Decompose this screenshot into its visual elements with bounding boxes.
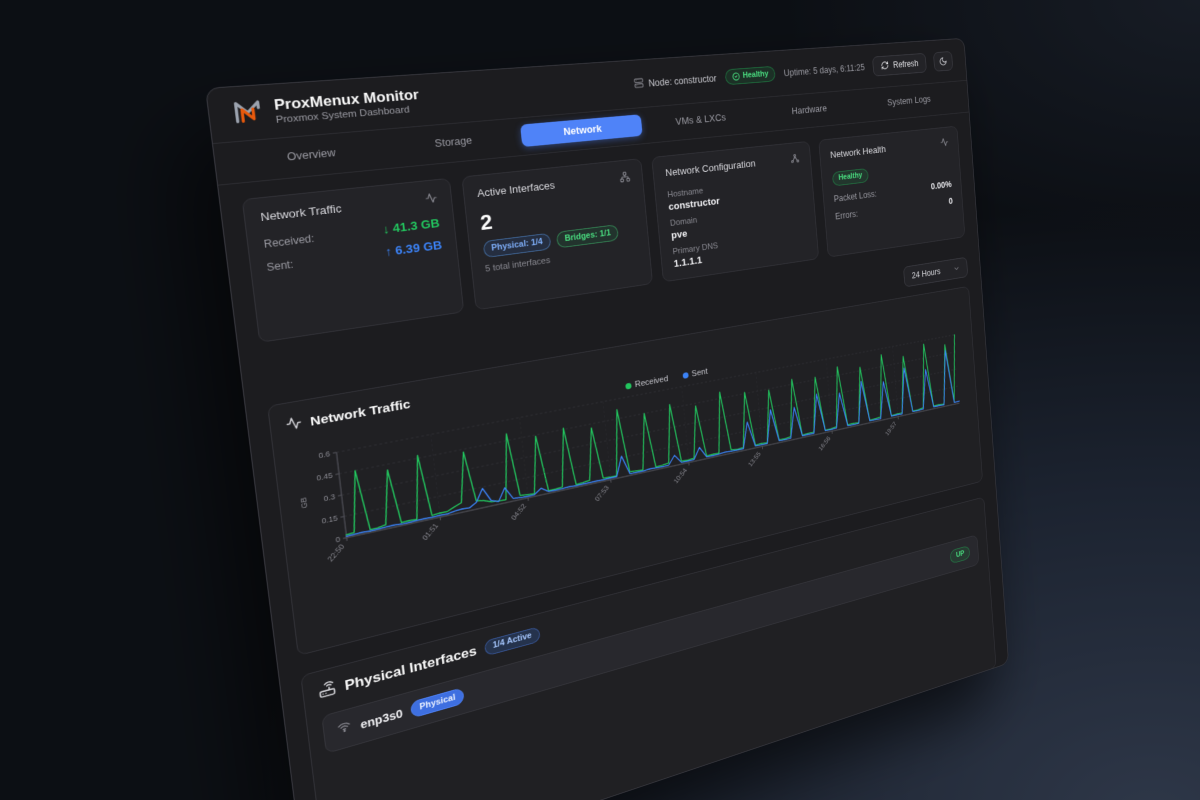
svg-text:0.15: 0.15 <box>321 514 338 526</box>
activity-icon <box>424 192 438 209</box>
dashboard-panel: ProxMenux Monitor Proxmox System Dashboa… <box>205 37 1009 800</box>
active-count-badge: 1/4 Active <box>483 626 541 657</box>
errors-value: 0 <box>948 196 954 207</box>
router-icon <box>317 679 337 703</box>
card-network-health: Network Health Healthy Packet Loss: 0.00… <box>818 125 966 258</box>
refresh-icon <box>880 61 889 71</box>
node-label: Node: constructor <box>647 72 717 89</box>
tab-vms-lxcs[interactable]: VMs & LXCs <box>675 112 727 128</box>
tab-storage[interactable]: Storage <box>434 134 473 150</box>
svg-text:19:57: 19:57 <box>884 420 898 437</box>
brand: ProxMenux Monitor Proxmox System Dashboa… <box>229 84 421 132</box>
card-active-interfaces: Active Interfaces 2 Physical: 1/4 Bridge… <box>461 158 653 311</box>
time-range-select[interactable]: 24 Hours <box>903 256 969 288</box>
interface-type-badge: Physical <box>410 687 465 719</box>
node-indicator: Node: constructor <box>634 72 717 90</box>
packet-loss-value: 0.00% <box>930 179 952 192</box>
svg-text:0.6: 0.6 <box>318 449 330 460</box>
proxmenux-logo <box>229 95 266 132</box>
received-label: Received: <box>263 232 315 251</box>
legend-dot-received <box>625 382 632 390</box>
svg-text:0.45: 0.45 <box>316 471 333 483</box>
wifi-icon <box>336 719 352 740</box>
svg-text:GB: GB <box>299 496 310 509</box>
moon-icon <box>939 56 948 66</box>
card-network-traffic: Network Traffic Received: ↓ 41.3 GB Sent… <box>241 177 464 343</box>
network-health-status-badge: Healthy <box>831 167 870 187</box>
tab-network[interactable]: Network <box>520 114 643 148</box>
physical-count-badge: Physical: 1/4 <box>482 232 552 258</box>
errors-label: Errors: <box>834 208 859 222</box>
theme-toggle-button[interactable] <box>933 50 954 72</box>
packet-loss-label: Packet Loss: <box>833 188 878 205</box>
card-network-configuration: Network Configuration Hostname construct… <box>651 140 819 283</box>
server-icon <box>634 77 645 90</box>
sent-value: ↑ 6.39 GB <box>384 239 443 260</box>
network-traffic-line-chart: 0 0.15 0.3 0.45 0.6 22:50 01:51 04:52 07:53 10:54… <box>299 329 970 563</box>
svg-text:16:56: 16:56 <box>817 435 831 452</box>
interface-status-badge: UP <box>949 545 971 565</box>
svg-text:13:55: 13:55 <box>747 450 762 467</box>
tab-hardware[interactable]: Hardware <box>791 103 828 117</box>
sent-label: Sent: <box>265 258 294 274</box>
tab-system-logs[interactable]: System Logs <box>886 94 932 108</box>
svg-text:10:54: 10:54 <box>672 467 688 485</box>
card-network-configuration-title: Network Configuration <box>664 157 756 179</box>
activity-icon <box>285 415 303 436</box>
card-active-interfaces-title: Active Interfaces <box>476 179 556 200</box>
chevron-down-icon <box>953 264 960 273</box>
svg-text:04:52: 04:52 <box>510 502 528 521</box>
received-value: ↓ 41.3 GB <box>382 217 441 237</box>
legend-dot-sent <box>682 372 689 379</box>
card-network-health-title: Network Health <box>829 143 887 161</box>
main-content: Network Traffic Received: ↓ 41.3 GB Sent… <box>218 112 1009 800</box>
svg-text:01:51: 01:51 <box>421 522 440 542</box>
time-range-value: 24 Hours <box>911 266 941 281</box>
uptime-label: Uptime: 5 days, 6:11:25 <box>783 61 866 79</box>
svg-text:22:50: 22:50 <box>326 543 347 563</box>
topology-icon <box>790 153 800 168</box>
health-badge: Healthy <box>724 66 776 86</box>
check-circle-icon <box>732 72 740 81</box>
tab-overview[interactable]: Overview <box>286 146 337 164</box>
refresh-button[interactable]: Refresh <box>872 52 927 77</box>
health-badge-label: Healthy <box>742 69 769 80</box>
svg-text:0: 0 <box>335 535 341 544</box>
bridges-count-badge: Bridges: 1/1 <box>556 224 620 249</box>
interface-name: enp3s0 <box>359 706 404 731</box>
refresh-label: Refresh <box>892 58 919 70</box>
network-icon <box>619 171 631 187</box>
svg-text:07:53: 07:53 <box>593 484 610 503</box>
svg-text:0.3: 0.3 <box>323 492 335 503</box>
activity-icon <box>940 137 949 151</box>
card-network-traffic-title: Network Traffic <box>259 201 343 224</box>
network-traffic-chart-card: Network Traffic Received Sent 0 0.15 0.3 0.… <box>267 285 983 656</box>
